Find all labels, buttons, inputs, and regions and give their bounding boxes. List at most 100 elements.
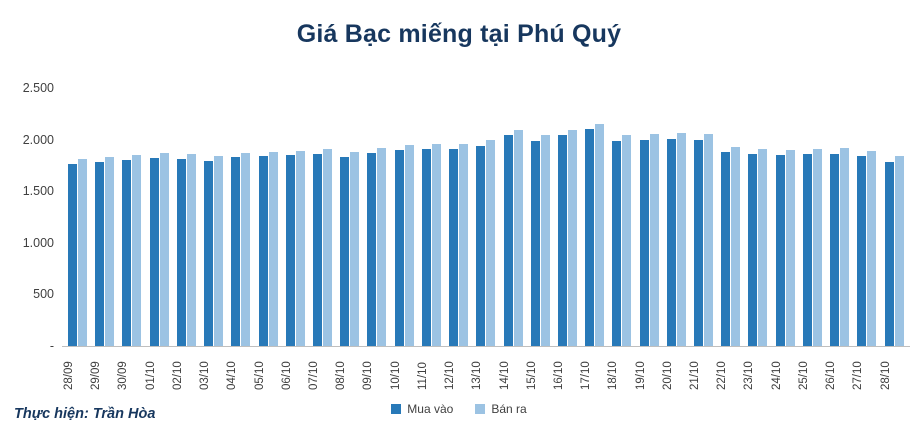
bar-group [200,88,227,346]
bar-ban-ra [622,135,632,346]
bar-pair [312,88,332,346]
bar-pair [367,88,387,346]
bar-group [445,88,472,346]
bar-mua-vao [639,139,649,346]
bar-ban-ra [567,130,577,346]
bar-group [118,88,145,346]
y-tick-label: 500 [33,287,54,302]
bar-pair [476,88,496,346]
bar-ban-ra [486,139,496,346]
bar-ban-ra [649,134,659,346]
bar-group [336,88,363,346]
bar-mua-vao [68,164,77,346]
bar-pair [68,88,87,346]
bar-ban-ra [404,144,414,346]
bar-group [636,88,663,346]
bar-ban-ra [459,143,469,346]
bar-pair [421,88,441,346]
bar-mua-vao [557,135,567,346]
bar-ban-ra [431,143,441,346]
x-tick-label: 26/10 [825,361,838,391]
bar-mua-vao [421,149,431,346]
x-tick-label: 23/10 [743,361,756,391]
bar-group [826,88,853,346]
bar-group [363,88,390,346]
bar-group [418,88,445,346]
bar-pair [775,88,795,346]
bar-mua-vao [367,153,377,346]
bar-ban-ra [132,154,142,346]
bar-pair [666,88,686,346]
bar-ban-ra [894,156,904,346]
x-tick-label: 01/10 [144,361,157,391]
bar-mua-vao [449,148,459,346]
bar-mua-vao [830,154,840,346]
bar-mua-vao [204,161,214,346]
x-tick-label: 10/10 [389,361,402,391]
y-tick-label: 1.000 [22,235,54,250]
x-tick-label: 07/10 [307,361,320,391]
bar-ban-ra [731,146,741,346]
bar-pair [340,88,360,346]
x-tick-label: 28/09 [63,361,75,391]
bar-pair [285,88,305,346]
x-tick-label: 22/10 [716,361,729,391]
x-axis-labels: 28/09 29/09 30/09 01/10 02/10 03/10 04/10 05/10… [62,352,910,404]
plot-area [62,88,910,347]
bar-mua-vao [231,157,241,346]
bar-ban-ra [812,148,822,346]
x-tick-label: 20/10 [661,361,674,391]
bar-pair [721,88,741,346]
bar-group [391,88,418,346]
bar-pair [122,88,142,346]
bar-group [146,88,173,346]
x-tick-label: 29/09 [90,361,103,391]
x-tick-label: 15/10 [525,361,538,391]
bar-group [581,88,608,346]
bar-pair [802,88,822,346]
bar-group [608,88,635,346]
legend-label: Mua vào [407,402,454,416]
bar-group [472,88,499,346]
bar-mua-vao [503,135,513,346]
bar-group [799,88,826,346]
bar-ban-ra [540,135,550,346]
bar-ban-ra [704,134,714,346]
bar-pair [557,88,577,346]
x-tick-label: 05/10 [253,361,266,391]
x-tick-label: 02/10 [171,361,184,391]
bar-group [64,88,91,346]
bar-pair [884,88,904,346]
bar-pair [449,88,469,346]
bar-group [663,88,690,346]
bar-mua-vao [802,154,812,346]
bar-mua-vao [612,140,622,346]
bar-group [227,88,254,346]
bar-ban-ra [186,154,196,346]
x-tick-label: 14/10 [498,361,511,391]
bar-ban-ra [241,153,251,346]
bar-group [255,88,282,346]
bar-ban-ra [350,151,360,346]
x-tick-label: 06/10 [280,361,293,391]
bar-pair [694,88,714,346]
bar-ban-ra [758,148,768,346]
x-tick-label: 12/10 [444,361,457,391]
bar-group [282,88,309,346]
bar-mua-vao [585,129,595,346]
bar-group [690,88,717,346]
x-tick-label: 21/10 [689,361,702,391]
bar-pair [503,88,523,346]
legend-item: Bán ra [475,402,527,416]
bar-pair [585,88,605,346]
bar-ban-ra [867,150,877,346]
x-tick-label: 19/10 [634,361,647,391]
bar-pair [857,88,877,346]
y-tick-label: 1.500 [22,184,54,199]
y-tick-label: 2.500 [22,81,54,95]
x-tick-label: 30/09 [117,361,130,391]
legend-item: Mua vào [391,402,453,416]
bar-ban-ra [78,159,87,346]
bar-group [91,88,118,346]
bar-mua-vao [95,162,105,346]
